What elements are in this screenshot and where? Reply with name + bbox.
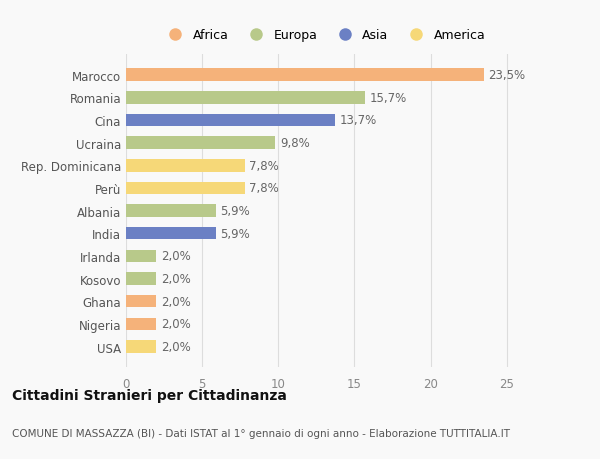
Bar [126,160,245,172]
Text: 2,0%: 2,0% [161,250,191,263]
Bar [126,114,335,127]
Bar [126,182,245,195]
Text: 2,0%: 2,0% [161,318,191,330]
Text: 23,5%: 23,5% [488,69,526,82]
Bar [126,205,216,218]
Text: 7,8%: 7,8% [250,159,279,173]
Bar [126,341,157,353]
Text: 9,8%: 9,8% [280,137,310,150]
Text: 7,8%: 7,8% [250,182,279,195]
Bar [126,250,157,263]
Bar [126,137,275,150]
Text: 2,0%: 2,0% [161,295,191,308]
Text: 5,9%: 5,9% [220,227,250,240]
Text: 2,0%: 2,0% [161,340,191,353]
Text: 15,7%: 15,7% [370,92,407,105]
Text: 5,9%: 5,9% [220,205,250,218]
Text: 13,7%: 13,7% [339,114,376,127]
Legend: Africa, Europa, Asia, America: Africa, Europa, Asia, America [158,24,490,47]
Bar [126,318,157,330]
Text: Cittadini Stranieri per Cittadinanza: Cittadini Stranieri per Cittadinanza [12,388,287,403]
Bar [126,273,157,285]
Text: 2,0%: 2,0% [161,273,191,285]
Bar [126,228,216,240]
Bar [126,69,484,82]
Text: COMUNE DI MASSAZZA (BI) - Dati ISTAT al 1° gennaio di ogni anno - Elaborazione T: COMUNE DI MASSAZZA (BI) - Dati ISTAT al … [12,428,510,438]
Bar [126,92,365,104]
Bar [126,295,157,308]
